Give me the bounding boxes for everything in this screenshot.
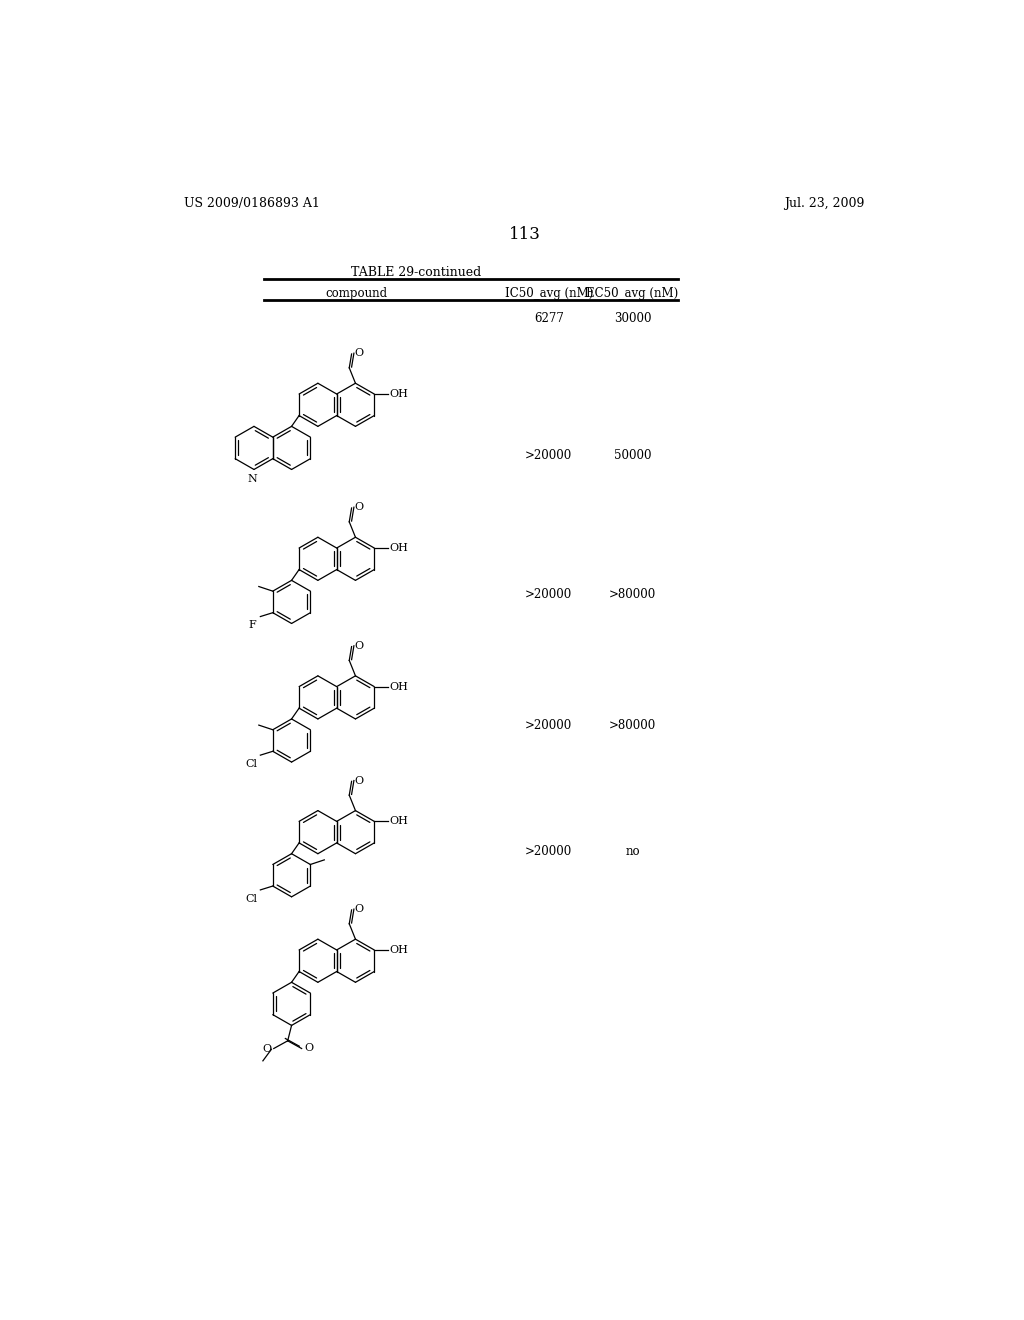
Text: TABLE 29-continued: TABLE 29-continued bbox=[351, 267, 481, 280]
Text: >20000: >20000 bbox=[525, 449, 572, 462]
Text: EC50_avg (nM): EC50_avg (nM) bbox=[587, 286, 679, 300]
Text: 6277: 6277 bbox=[534, 313, 564, 326]
Text: O: O bbox=[354, 640, 364, 651]
Text: >80000: >80000 bbox=[609, 589, 656, 601]
Text: >20000: >20000 bbox=[525, 589, 572, 601]
Text: no: no bbox=[626, 845, 640, 858]
Text: 30000: 30000 bbox=[613, 313, 651, 326]
Text: OH: OH bbox=[390, 816, 409, 826]
Text: O: O bbox=[304, 1043, 313, 1053]
Text: OH: OH bbox=[390, 543, 409, 553]
Text: N: N bbox=[248, 474, 257, 484]
Text: O: O bbox=[262, 1044, 271, 1055]
Text: >20000: >20000 bbox=[525, 845, 572, 858]
Text: Jul. 23, 2009: Jul. 23, 2009 bbox=[784, 197, 864, 210]
Text: OH: OH bbox=[390, 945, 409, 954]
Text: >80000: >80000 bbox=[609, 719, 656, 733]
Text: 113: 113 bbox=[509, 226, 541, 243]
Text: 50000: 50000 bbox=[613, 449, 651, 462]
Text: F: F bbox=[249, 620, 256, 631]
Text: Cl: Cl bbox=[245, 894, 257, 904]
Text: compound: compound bbox=[326, 286, 388, 300]
Text: O: O bbox=[354, 502, 364, 512]
Text: O: O bbox=[354, 904, 364, 915]
Text: OH: OH bbox=[390, 681, 409, 692]
Text: OH: OH bbox=[390, 389, 409, 399]
Text: O: O bbox=[354, 776, 364, 785]
Text: Cl: Cl bbox=[245, 759, 257, 770]
Text: >20000: >20000 bbox=[525, 719, 572, 733]
Text: IC50_avg (nM): IC50_avg (nM) bbox=[505, 286, 593, 300]
Text: US 2009/0186893 A1: US 2009/0186893 A1 bbox=[183, 197, 319, 210]
Text: O: O bbox=[354, 348, 364, 358]
